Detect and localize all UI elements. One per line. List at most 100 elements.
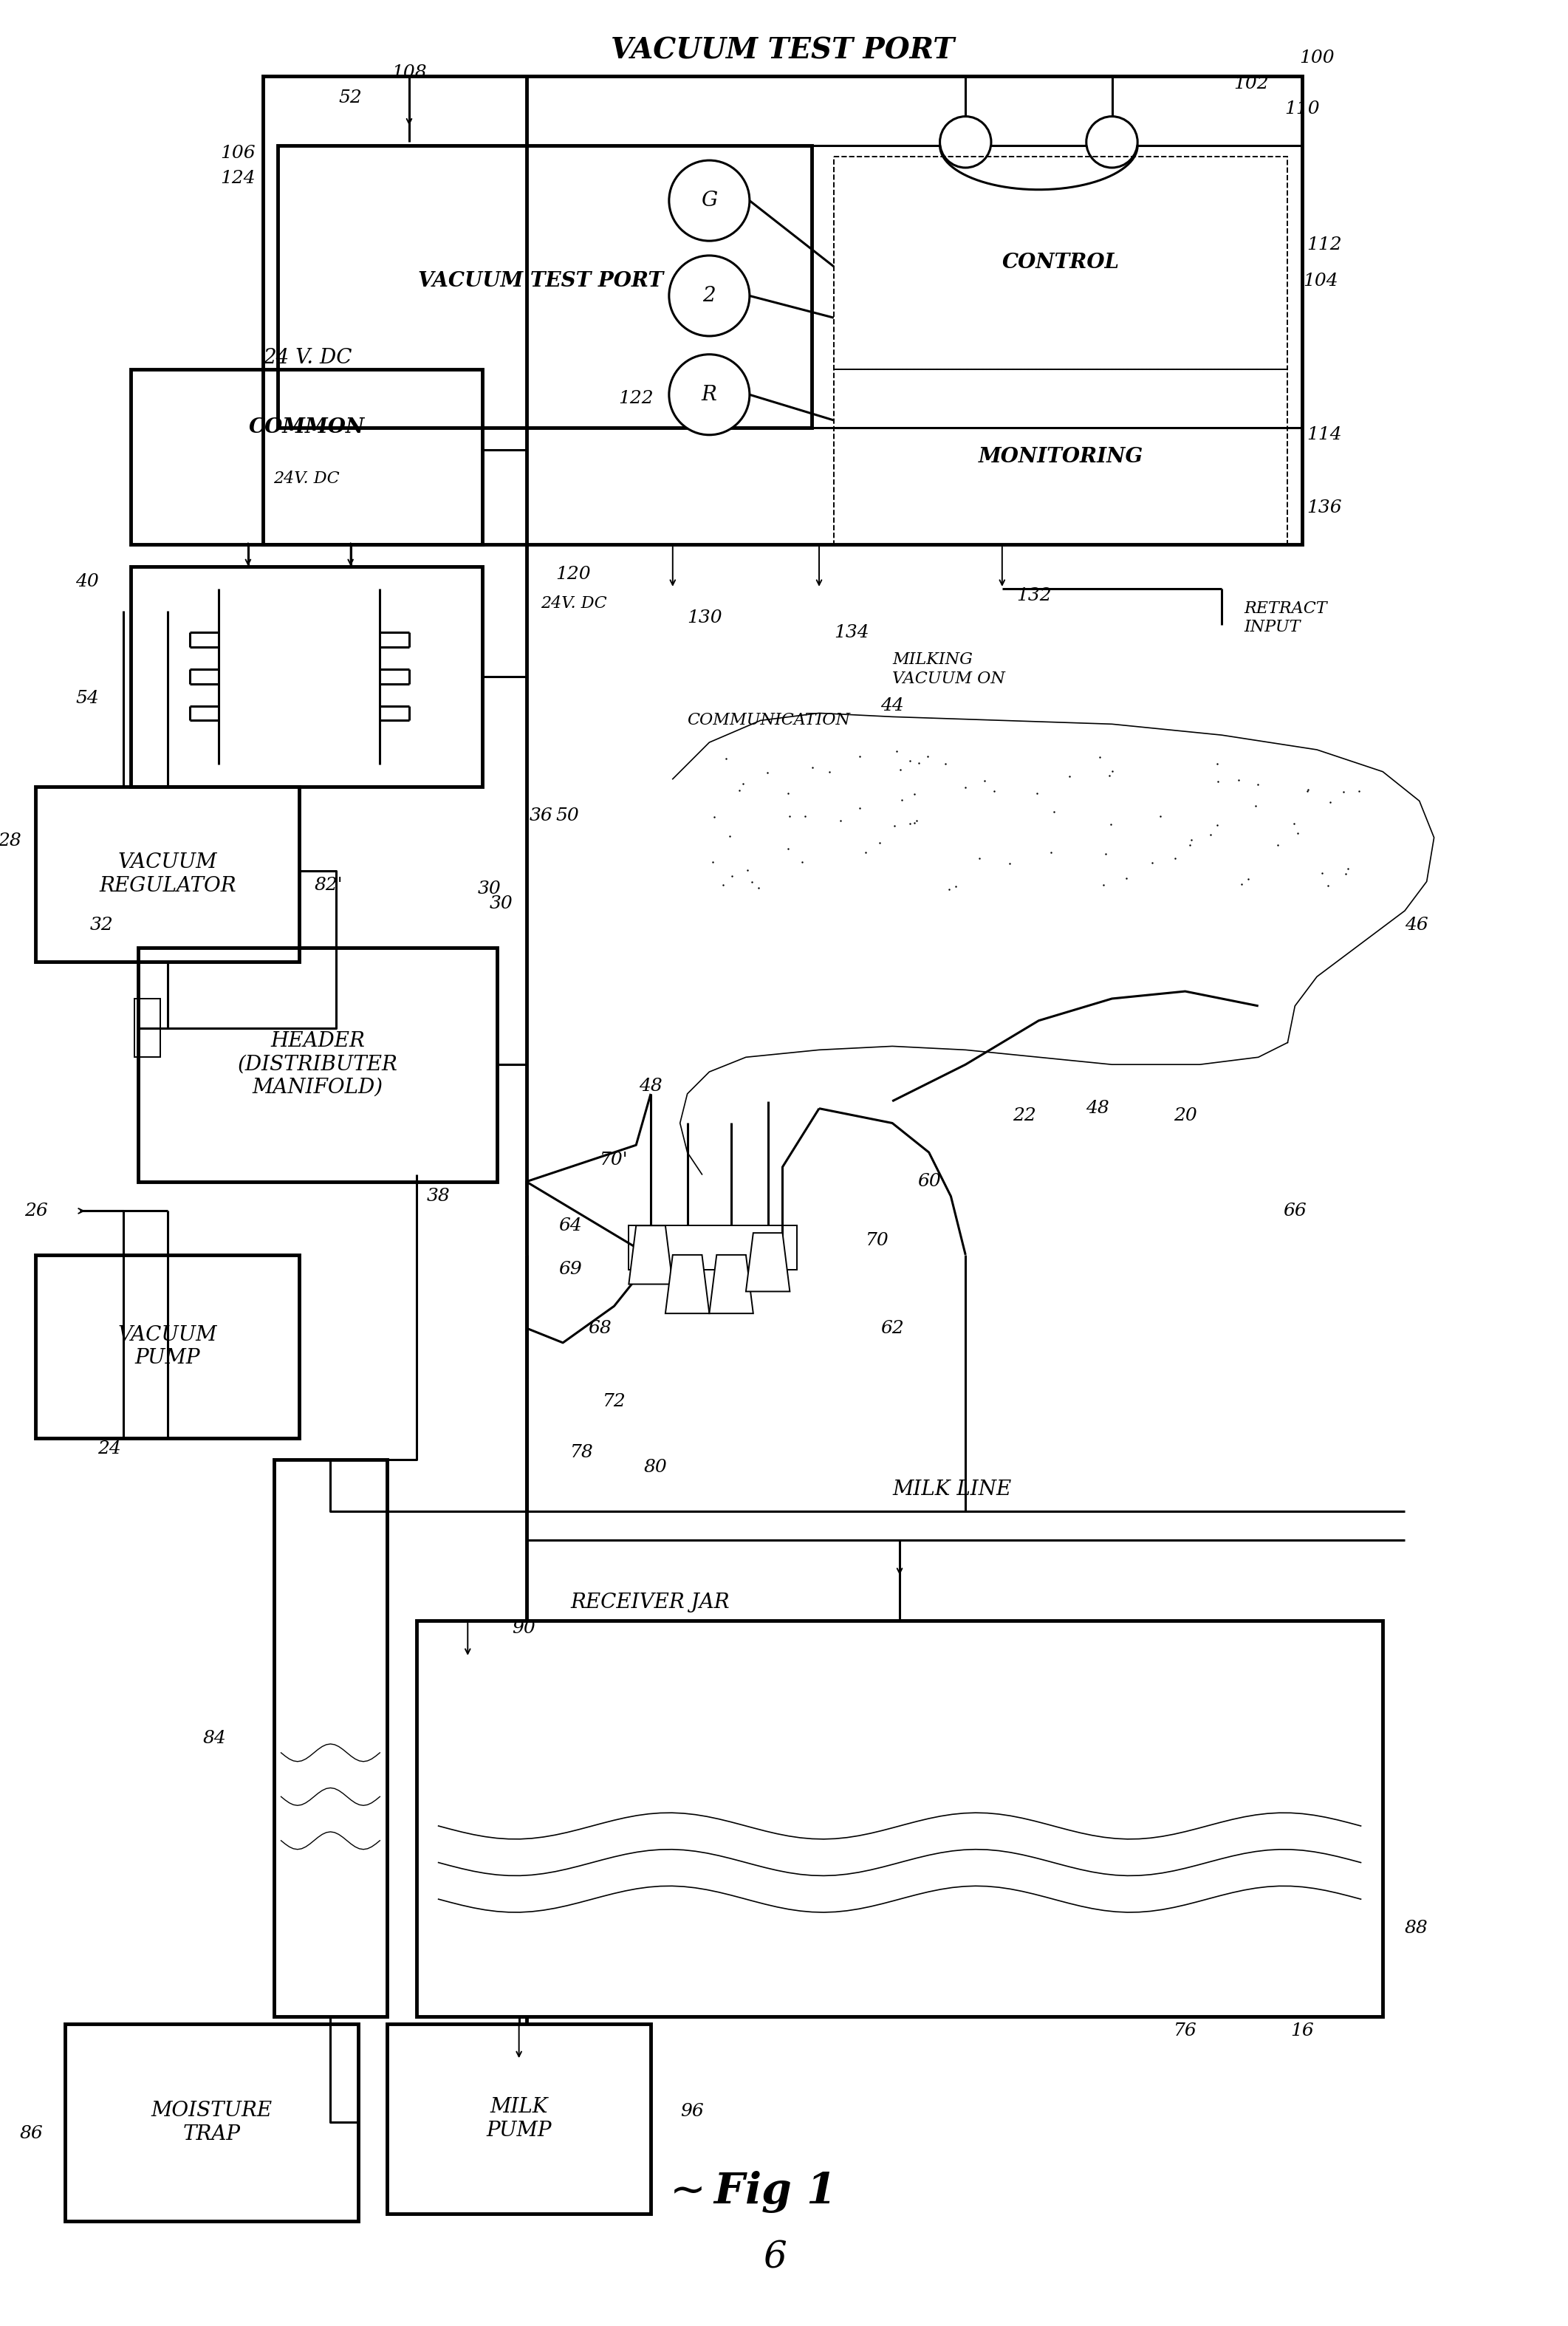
Text: 88: 88: [1405, 1919, 1428, 1938]
Text: HEADER
(DISTRIBUTER
MANIFOLD): HEADER (DISTRIBUTER MANIFOLD): [238, 1030, 398, 1098]
Text: CONTROL: CONTROL: [1002, 254, 1120, 272]
Text: COMMON: COMMON: [249, 419, 365, 437]
Text: 32: 32: [89, 916, 113, 935]
Text: 64: 64: [558, 1216, 582, 1235]
Text: 20: 20: [1173, 1107, 1196, 1123]
Text: VACUUM TEST PORT: VACUUM TEST PORT: [419, 272, 663, 291]
Text: 69: 69: [558, 1261, 582, 1277]
Text: MONITORING: MONITORING: [978, 447, 1143, 468]
Polygon shape: [709, 1256, 753, 1314]
Text: 48: 48: [1085, 1100, 1109, 1116]
Text: 82': 82': [314, 877, 343, 893]
Text: G: G: [701, 191, 718, 212]
Text: 50: 50: [555, 807, 579, 823]
Text: 44: 44: [881, 698, 905, 714]
Text: 96: 96: [681, 2103, 704, 2119]
Text: 24V. DC: 24V. DC: [541, 595, 607, 612]
Text: 100: 100: [1300, 49, 1334, 67]
Text: 106: 106: [220, 144, 256, 160]
Text: 122: 122: [618, 391, 654, 407]
Text: COMMUNICATION: COMMUNICATION: [687, 712, 850, 728]
Bar: [387, 2024, 651, 2214]
Text: 78: 78: [571, 1444, 594, 1461]
Text: 110: 110: [1284, 100, 1320, 119]
Text: 54: 54: [75, 691, 99, 707]
Text: 30: 30: [478, 879, 502, 898]
Bar: [274, 1461, 387, 2017]
Text: VACUUM TEST PORT: VACUUM TEST PORT: [612, 37, 955, 65]
Bar: [263, 77, 1303, 544]
Text: 132: 132: [1016, 588, 1052, 605]
Text: VACUUM
PUMP: VACUUM PUMP: [118, 1326, 218, 1368]
Text: 22: 22: [1013, 1107, 1036, 1123]
Text: 24 V. DC: 24 V. DC: [263, 349, 351, 368]
Text: 136: 136: [1306, 500, 1342, 516]
Text: 16: 16: [1290, 2021, 1314, 2040]
Polygon shape: [629, 1226, 673, 1284]
Text: 62: 62: [881, 1319, 905, 1337]
Text: 6: 6: [764, 2240, 787, 2277]
Text: 70': 70': [601, 1151, 629, 1168]
Text: R: R: [701, 384, 717, 405]
Bar: [36, 1256, 299, 1437]
Text: 114: 114: [1306, 426, 1342, 444]
Text: RECEIVER JAR: RECEIVER JAR: [571, 1593, 729, 1612]
Circle shape: [670, 354, 750, 435]
Text: MOISTURE
TRAP: MOISTURE TRAP: [151, 2100, 273, 2145]
Bar: [834, 370, 1287, 544]
Bar: [36, 786, 299, 963]
Circle shape: [670, 256, 750, 335]
Text: $\sim$Fig 1: $\sim$Fig 1: [662, 2170, 831, 2214]
Text: 24: 24: [97, 1440, 121, 1458]
Bar: [132, 568, 483, 786]
Text: 60: 60: [917, 1172, 941, 1191]
Text: 68: 68: [588, 1319, 612, 1337]
Text: RETRACT
INPUT: RETRACT INPUT: [1243, 600, 1327, 635]
Text: 36: 36: [528, 807, 552, 823]
Text: 84: 84: [202, 1731, 226, 1747]
Bar: [629, 1226, 797, 1270]
Text: 120: 120: [555, 565, 591, 582]
Text: 30: 30: [489, 896, 513, 912]
Text: MILK LINE: MILK LINE: [892, 1479, 1011, 1500]
Text: 70: 70: [866, 1233, 889, 1249]
Text: 124: 124: [220, 170, 256, 186]
Text: 108: 108: [392, 65, 426, 81]
Text: 2: 2: [702, 286, 717, 305]
Text: 66: 66: [1283, 1203, 1306, 1219]
Text: 26: 26: [24, 1203, 47, 1219]
Bar: [278, 147, 812, 428]
Text: 24V. DC: 24V. DC: [273, 470, 340, 486]
Text: 38: 38: [426, 1189, 450, 1205]
Bar: [834, 156, 1287, 370]
Text: 130: 130: [687, 609, 723, 626]
Text: 28: 28: [0, 833, 20, 849]
Text: 112: 112: [1306, 235, 1342, 254]
Text: MILKING
VACUUM ON: MILKING VACUUM ON: [892, 651, 1005, 686]
Text: 102: 102: [1234, 74, 1269, 93]
Text: 48: 48: [640, 1077, 662, 1096]
Bar: [135, 998, 160, 1058]
Text: 46: 46: [1405, 916, 1428, 935]
Text: 134: 134: [834, 623, 869, 642]
Circle shape: [670, 160, 750, 242]
Text: 80: 80: [643, 1458, 666, 1475]
Polygon shape: [665, 1256, 709, 1314]
Text: MILK
PUMP: MILK PUMP: [486, 2098, 552, 2140]
Text: 104: 104: [1303, 272, 1338, 291]
Bar: [138, 947, 497, 1182]
Bar: [66, 2024, 358, 2221]
Text: 76: 76: [1173, 2021, 1196, 2040]
Bar: [417, 1621, 1383, 2017]
Bar: [812, 147, 1303, 428]
Text: 52: 52: [339, 91, 362, 107]
Text: VACUUM
REGULATOR: VACUUM REGULATOR: [99, 854, 237, 896]
Text: 72: 72: [602, 1393, 626, 1410]
Polygon shape: [746, 1233, 790, 1291]
Text: 86: 86: [20, 2126, 44, 2142]
Circle shape: [939, 116, 991, 167]
Bar: [132, 370, 483, 544]
Text: 90: 90: [511, 1619, 535, 1638]
Text: 40: 40: [75, 572, 99, 591]
Circle shape: [1087, 116, 1137, 167]
